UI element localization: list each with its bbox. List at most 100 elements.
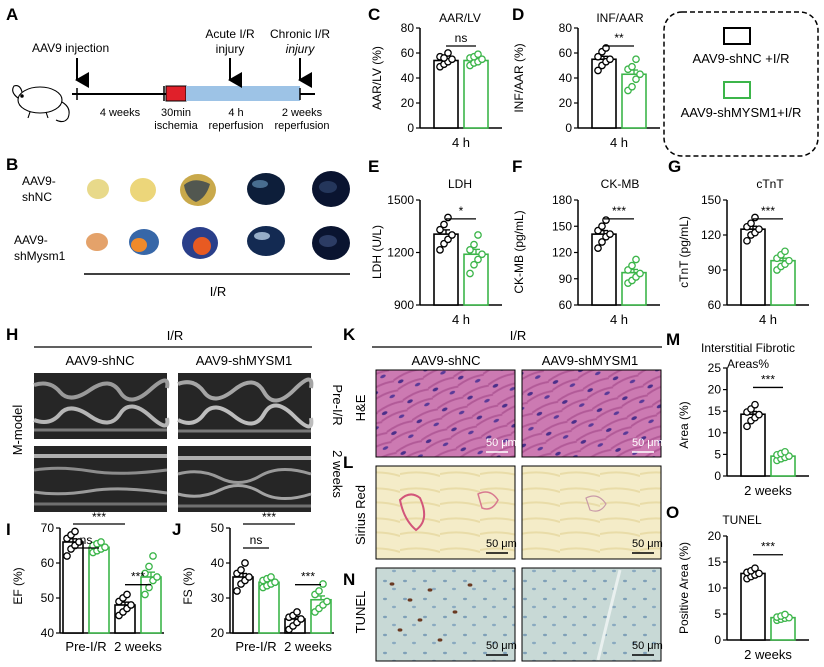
y-tick-label: 60 (41, 556, 55, 570)
bar (463, 59, 489, 129)
panel-label-c: C (368, 5, 380, 24)
sig-label: *** (301, 570, 315, 584)
y-tick-label: 30 (211, 591, 225, 605)
k-col1: AAV9-shNC (411, 353, 480, 368)
heart-slice (247, 226, 285, 256)
panel-label-b: B (6, 155, 18, 174)
x-category-label: Pre-I/R (65, 639, 106, 654)
b-row1-label-2: shNC (22, 190, 52, 204)
data-point (598, 238, 606, 246)
h-row2: 2 weeks (330, 450, 345, 498)
scalebar-label: 50 μm (486, 538, 517, 550)
data-point (97, 538, 105, 546)
k-row-he: H&E (353, 394, 368, 421)
y-tick-label: 150 (701, 193, 721, 207)
y-tick-label: 80 (401, 21, 415, 35)
data-point (71, 527, 79, 536)
b-row2-label-2: shMysm1 (14, 249, 66, 263)
y-axis-label: EF (%) (11, 567, 25, 604)
data-point (636, 269, 644, 278)
b-xlabel: I/R (210, 284, 227, 299)
chart-title: TUNEL (722, 513, 762, 527)
chart-g: cTnT 60 90 120 150 cTnT (pg/mL) 4 h *** (677, 177, 809, 327)
y-tick-label: 20 (211, 626, 225, 640)
y-tick-label: 0 (714, 469, 721, 483)
heart-slice (130, 178, 156, 202)
panel-label-l: L (343, 453, 353, 472)
echo-image (33, 446, 168, 512)
data-point (751, 564, 759, 573)
panel-label-f: F (512, 157, 522, 176)
bar (740, 572, 766, 641)
data-point (632, 75, 640, 84)
legend-swatch-shm (723, 81, 751, 99)
chart-title: AAR/LV (439, 11, 481, 25)
sig-label: ns (455, 31, 468, 45)
legend-label-nc: AAV9-shNC +I/R (693, 51, 790, 66)
data-point (755, 225, 763, 234)
heart-slice (86, 233, 108, 251)
chronic-label-1: Chronic I/R (270, 27, 330, 41)
data-point (101, 543, 109, 552)
data-point (241, 559, 249, 567)
data-point (474, 231, 482, 239)
sig-label: ** (614, 31, 624, 45)
heart-slice (247, 173, 285, 205)
data-point (598, 222, 606, 231)
chronic-label-2: injury (286, 42, 316, 56)
reperfusion-block (186, 86, 300, 101)
y-tick-label: 90 (708, 263, 722, 277)
echo-image (33, 373, 170, 439)
y-tick-label: 80 (559, 21, 573, 35)
scalebar-label: 50 μm (486, 640, 517, 652)
sig-label: *** (262, 510, 276, 524)
y-tick-label: 70 (41, 521, 55, 535)
y-axis-label: Area (%) (677, 401, 691, 448)
data-point (444, 213, 452, 222)
heart-slice (87, 179, 109, 199)
sig-label: ns (80, 533, 93, 547)
data-point (141, 590, 149, 599)
scalebar-label: 50 μm (632, 538, 663, 550)
data-point (297, 615, 305, 623)
echo-image (177, 373, 314, 439)
data-point (743, 422, 751, 431)
panel-label-d: D (512, 5, 524, 24)
h4-label-1: 4 h (228, 107, 243, 119)
data-point (233, 587, 241, 595)
panel-label-a: A (6, 5, 18, 24)
data-point (123, 590, 131, 599)
data-point (628, 82, 636, 91)
sig-label: *** (131, 570, 145, 584)
bar (433, 59, 459, 129)
ischemia-block (165, 85, 187, 102)
panel-label-o: O (666, 503, 679, 522)
bar (88, 546, 110, 634)
y-tick-label: 150 (552, 219, 572, 233)
y-tick-label: 50 (211, 521, 225, 535)
x-category-label: 2 weeks (284, 639, 332, 654)
y-tick-label: 900 (394, 298, 414, 312)
y-tick-label: 50 (41, 591, 55, 605)
y-tick-label: 1500 (387, 193, 414, 207)
data-point (470, 260, 478, 269)
y-tick-label: 120 (701, 228, 721, 242)
h-row1: Pre-I/R (330, 384, 345, 425)
echo-image (177, 446, 312, 512)
chart-title: Interstitial Fibrotic (701, 341, 795, 355)
data-point (632, 55, 640, 64)
sig-label: *** (612, 204, 626, 218)
y-tick-label: 20 (708, 529, 722, 543)
sig-label: *** (761, 372, 775, 386)
y-tick-label: 40 (559, 71, 573, 85)
y-tick-label: 15 (708, 555, 722, 569)
x-category-label: 4 h (452, 312, 470, 327)
acute-label-1: Acute I/R (205, 27, 255, 41)
y-tick-label: 0 (565, 121, 572, 135)
panel-b-hearts: AAV9- shNC AAV9- shMysm1 I/R (14, 171, 350, 299)
w2-label-2: reperfusion (274, 120, 329, 132)
panel-labels: A B C D E F G H I J K L N M O (6, 5, 681, 589)
histology-image (521, 369, 662, 458)
sig-label: *** (92, 510, 106, 524)
sig-label: *** (761, 204, 775, 218)
